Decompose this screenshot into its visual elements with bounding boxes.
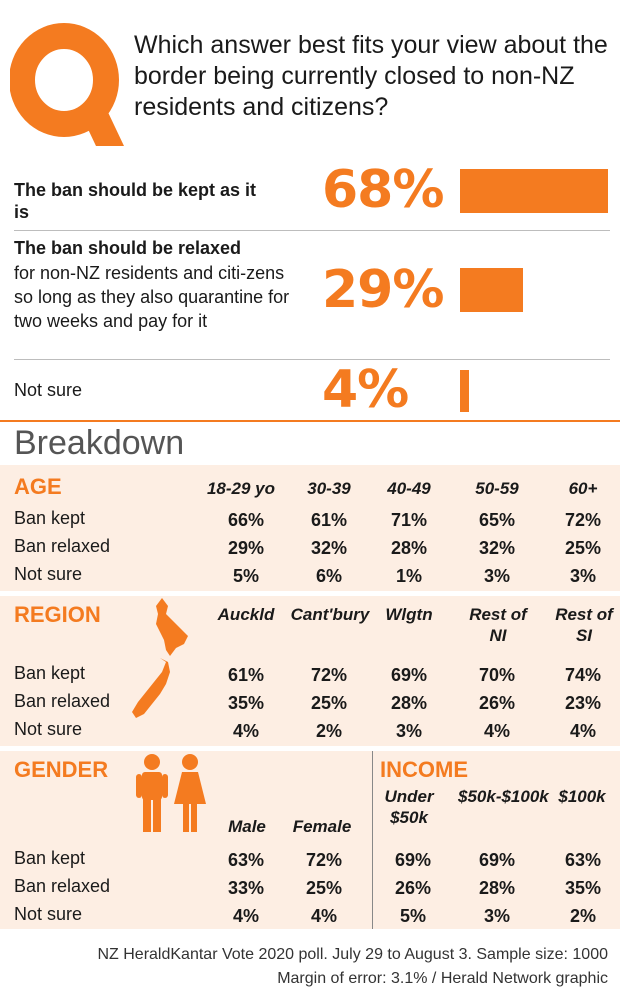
age-cell: 72%: [564, 510, 602, 530]
income-title: INCOME: [380, 757, 468, 782]
age-cell: 32%: [310, 538, 348, 558]
age-col-header: 30-39: [307, 479, 351, 498]
row-label: Not sure: [14, 719, 83, 739]
row-label: Ban kept: [14, 848, 86, 868]
section-divider: [0, 420, 620, 422]
region-cell: 72%: [310, 665, 348, 685]
gender-cell: 4%: [232, 906, 259, 926]
gender-cell: 4%: [310, 906, 337, 926]
gender-title: GENDER: [14, 757, 109, 782]
age-cell: 65%: [478, 510, 516, 530]
answer-3-percent: 4%: [322, 360, 409, 420]
region-cell: 74%: [564, 665, 602, 685]
row-label: Ban relaxed: [14, 876, 111, 896]
answer-2-description: for non-NZ residents and citi-zens so lo…: [14, 263, 290, 331]
income-cell: 69%: [478, 850, 516, 870]
region-cell: 4%: [232, 721, 259, 741]
male-female-icon: [136, 754, 206, 832]
income-col-header: Under $50k: [384, 787, 434, 827]
age-cell: 3%: [569, 566, 596, 586]
nz-map-icon: [132, 598, 188, 718]
region-cell: 3%: [395, 721, 422, 741]
income-col-header: $50k-$100k: [458, 787, 549, 806]
age-cell: 29%: [227, 538, 265, 558]
answer-1-bar: [460, 169, 608, 213]
region-title: REGION: [14, 602, 101, 627]
age-cell: 25%: [564, 538, 602, 558]
income-cell: 2%: [569, 906, 596, 926]
age-cell: 5%: [232, 566, 259, 586]
answer-2-percent: 29%: [322, 260, 444, 320]
income-cell: 5%: [399, 906, 426, 926]
gender-cell: 33%: [227, 878, 265, 898]
region-cell: 28%: [390, 693, 428, 713]
region-col-header: Rest of NI: [469, 605, 527, 645]
region-col-header: Wlgtn: [385, 605, 433, 624]
breakdown-title: Breakdown: [14, 424, 185, 462]
region-cell: 35%: [227, 693, 265, 713]
income-cell: 28%: [478, 878, 516, 898]
age-cell: 61%: [310, 510, 348, 530]
age-col-header: 50-59: [475, 479, 519, 498]
income-cell: 35%: [564, 878, 602, 898]
region-col-header: Cant'bury: [290, 605, 370, 624]
answer-3-title: Not sure: [14, 380, 83, 400]
age-col-header: 18-29 yo: [206, 479, 276, 498]
q-logo: [10, 23, 124, 146]
region-cell: 61%: [227, 665, 265, 685]
region-col-header: Auckld: [217, 605, 275, 624]
region-cell: 70%: [478, 665, 516, 685]
age-cell: 32%: [478, 538, 516, 558]
row-label: Not sure: [14, 904, 83, 924]
age-cell: 66%: [227, 510, 265, 530]
income-cell: 63%: [564, 850, 602, 870]
region-cell: 23%: [564, 693, 602, 713]
divider: [14, 359, 610, 360]
region-section: [0, 596, 620, 746]
age-cell: 3%: [483, 566, 510, 586]
row-label: Ban kept: [14, 663, 86, 683]
income-cell: 26%: [394, 878, 432, 898]
income-cell: 69%: [394, 850, 432, 870]
region-cell: 2%: [315, 721, 342, 741]
gender-col-header: Female: [292, 817, 352, 836]
age-cell: 71%: [390, 510, 428, 530]
region-cell: 26%: [478, 693, 516, 713]
region-cell: 4%: [483, 721, 510, 741]
answer-2-title: The ban should be relaxed: [14, 238, 242, 258]
gender-income-section: [0, 751, 620, 929]
answer-2-bar: [460, 268, 523, 312]
row-label: Not sure: [14, 564, 83, 584]
age-cell: 1%: [395, 566, 422, 586]
age-title: AGE: [14, 474, 62, 499]
gender-col-header: Male: [228, 817, 266, 836]
row-label: Ban relaxed: [14, 536, 111, 556]
gender-cell: 25%: [305, 878, 343, 898]
answer-1-title: The ban should be kept as it is: [14, 180, 257, 222]
age-col-header: 40-49: [387, 479, 431, 498]
age-cell: 6%: [315, 566, 342, 586]
answer-3-bar: [460, 370, 469, 412]
income-col-header: $100k: [558, 787, 606, 806]
region-cell: 25%: [310, 693, 348, 713]
divider: [14, 230, 610, 231]
region-cell: 4%: [569, 721, 596, 741]
gender-cell: 63%: [227, 850, 265, 870]
row-label: Ban kept: [14, 508, 86, 528]
age-col-header: 60+: [568, 479, 598, 498]
income-cell: 3%: [483, 906, 510, 926]
age-section: [0, 465, 620, 591]
source-note: NZ HeraldKantar Vote 2020 poll. July 29 …: [97, 946, 608, 963]
section-separator: [372, 751, 373, 929]
answer-1-percent: 68%: [322, 160, 444, 220]
region-cell: 69%: [390, 665, 428, 685]
source-note-2: Margin of error: 3.1% / Herald Network g…: [277, 970, 608, 987]
row-label: Ban relaxed: [14, 691, 111, 711]
region-col-header: Rest of SI: [555, 605, 613, 645]
gender-cell: 72%: [305, 850, 343, 870]
question-text: Which answer best fits your view about t…: [134, 31, 608, 121]
age-cell: 28%: [390, 538, 428, 558]
